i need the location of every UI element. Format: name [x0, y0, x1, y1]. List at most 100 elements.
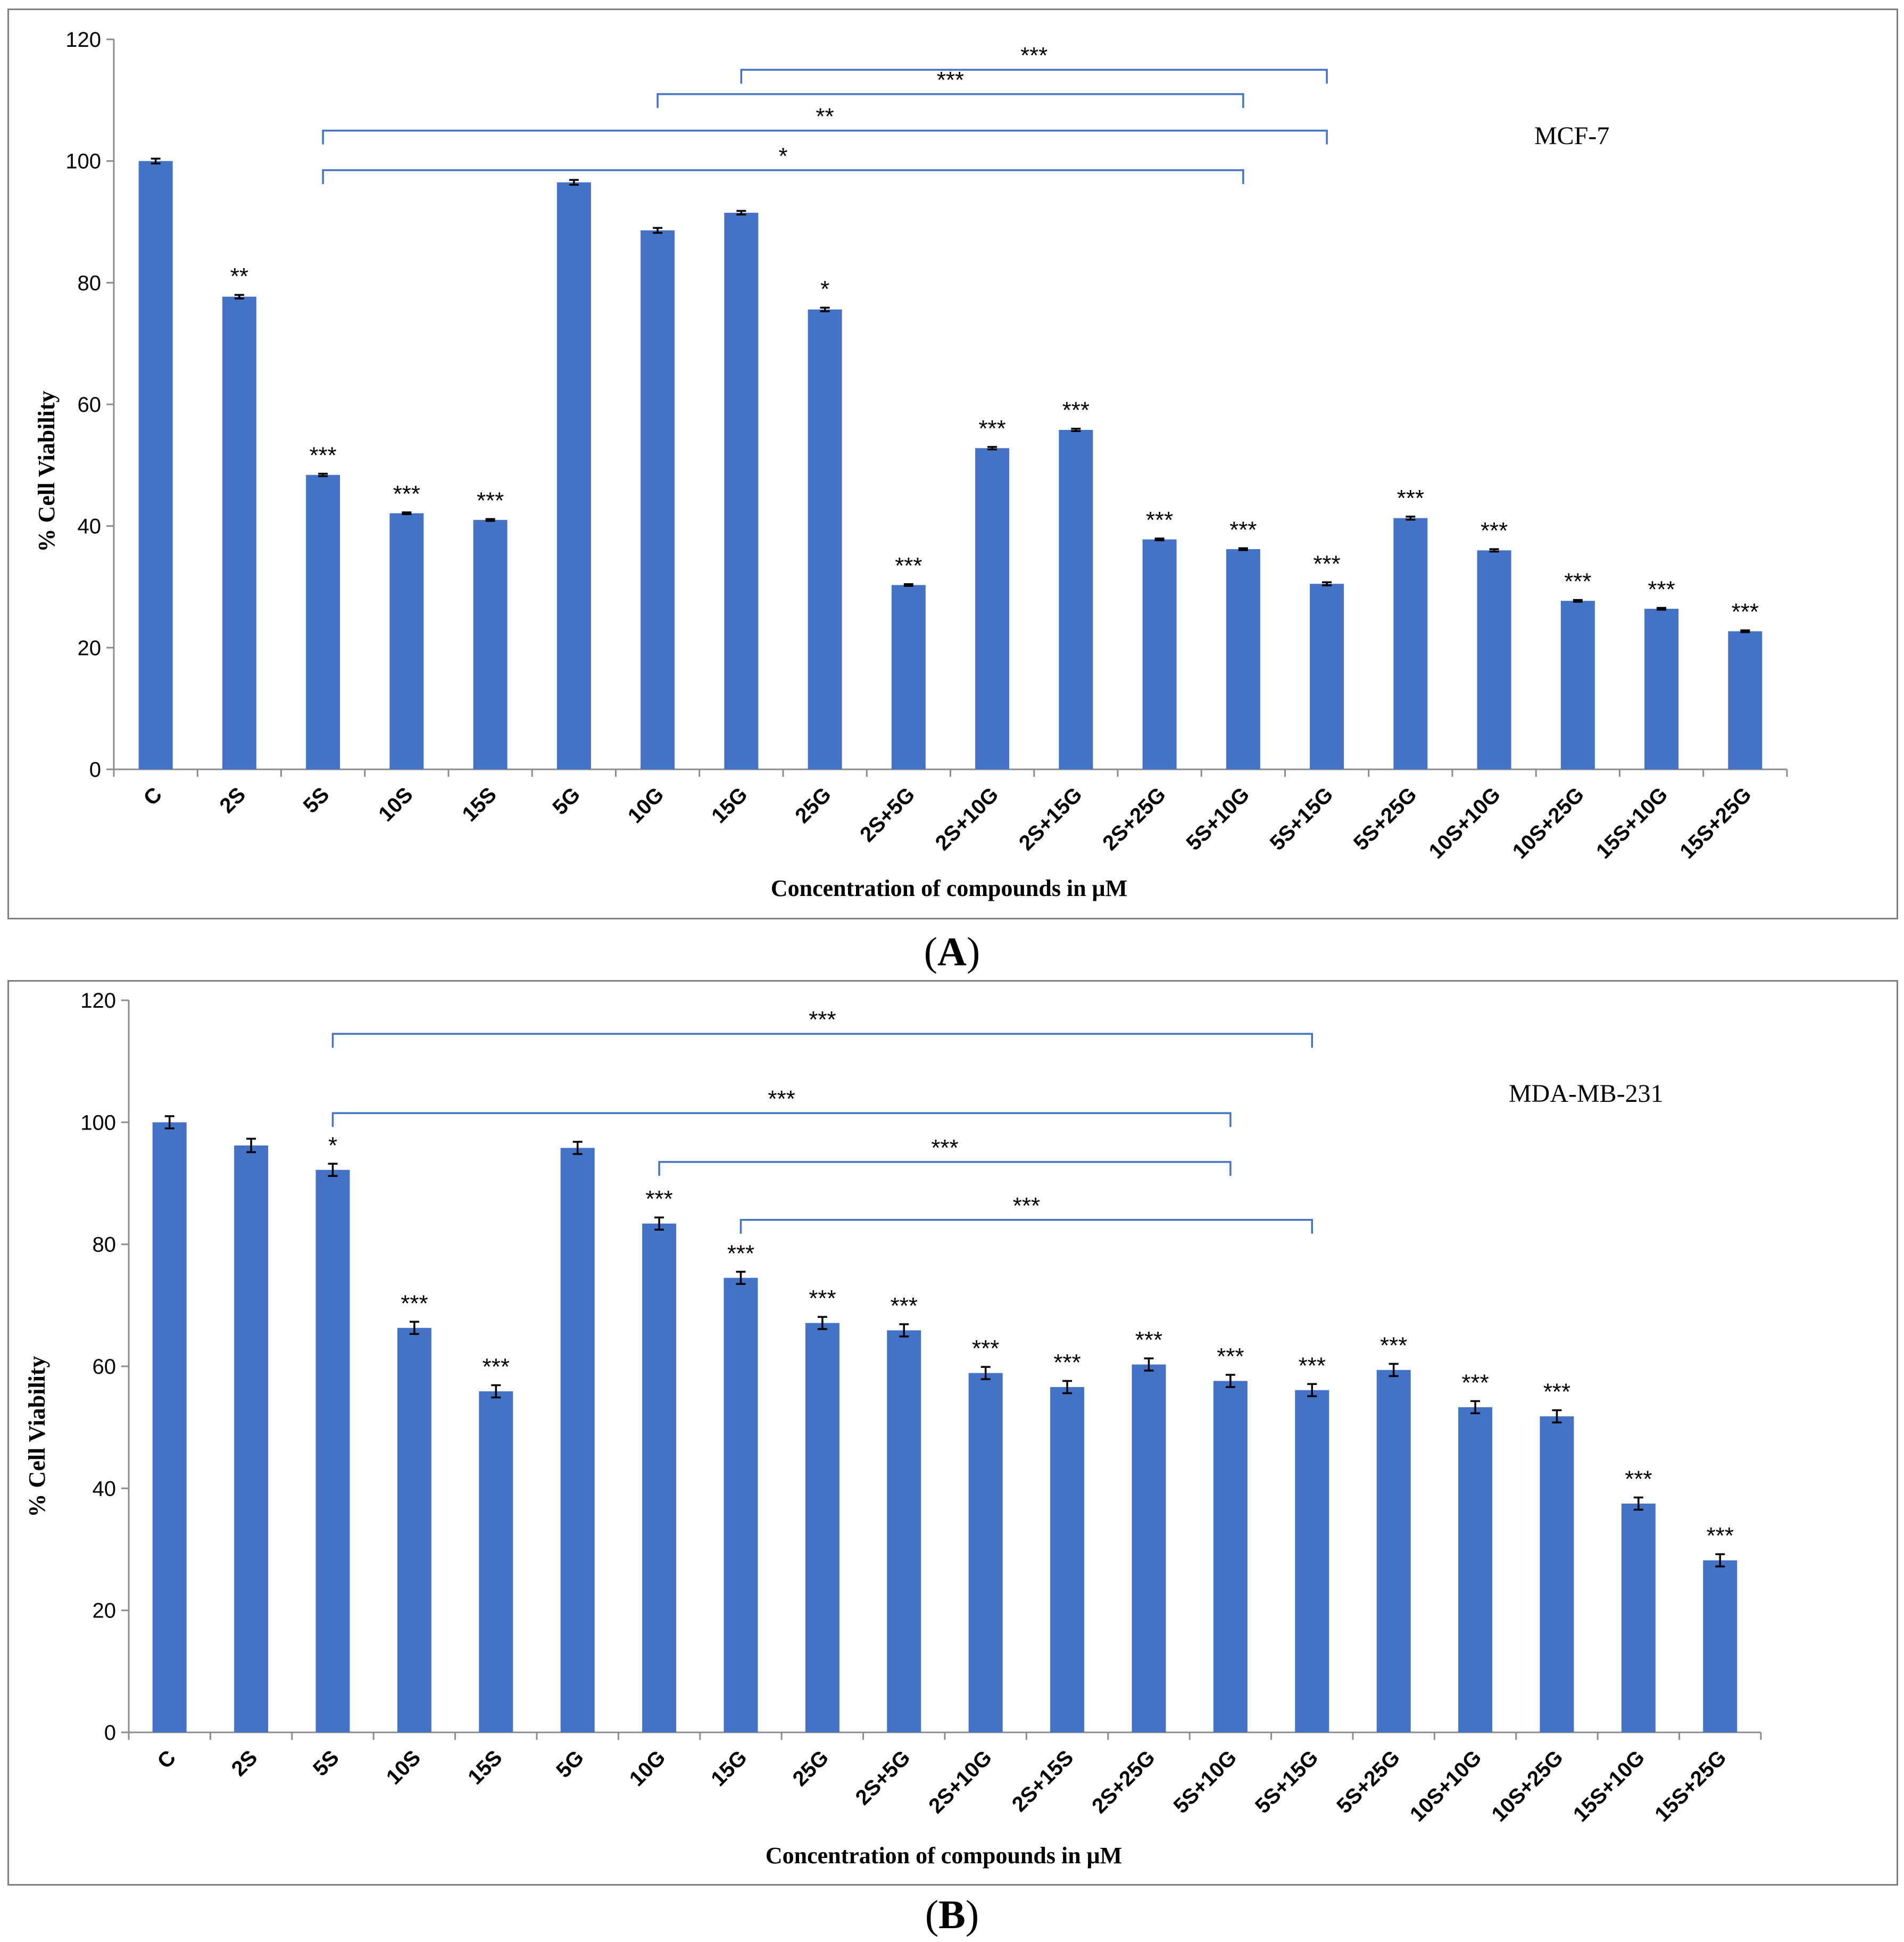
bracket-significance-label: *** [1020, 43, 1047, 69]
x-axis-label: Concentration of compounds in μM [766, 1843, 1122, 1869]
bar [560, 1148, 595, 1732]
bar [473, 520, 508, 769]
y-tick-label: 0 [104, 1721, 116, 1745]
chart-frame [7, 980, 1898, 1886]
bar [1703, 1560, 1737, 1732]
comparison-bracket [331, 1112, 1232, 1127]
panel-b-chart: MDA-MB-231 % Cell Viability Concentratio… [7, 980, 1898, 1886]
y-axis-label: % Cell Viability [34, 391, 60, 552]
significance-label: *** [809, 1285, 836, 1312]
y-tick-label: 40 [78, 515, 102, 538]
bar [1295, 1390, 1329, 1732]
significance-label: * [328, 1132, 337, 1158]
significance-label: *** [1481, 518, 1508, 544]
significance-label: *** [1732, 599, 1759, 625]
bar [1560, 601, 1595, 769]
y-tick-label: 20 [78, 636, 102, 660]
y-tick-label: 0 [89, 758, 101, 782]
x-tick-label: 10S+25G [1508, 783, 1589, 863]
x-tick-label: 15S+25G [1650, 1746, 1731, 1826]
bar [1142, 539, 1177, 769]
significance-label: *** [1053, 1350, 1080, 1376]
y-tick-label: 100 [80, 1111, 116, 1134]
bar [1644, 609, 1679, 769]
significance-label: *** [727, 1240, 754, 1266]
significance-label: *** [1648, 576, 1675, 602]
x-tick-label: 2S+5G [851, 1746, 915, 1810]
cell-line-label: MDA-MB-231 [1509, 1080, 1664, 1108]
x-tick-label: 2S+5G [855, 783, 919, 846]
bar [306, 475, 340, 769]
x-tick-label: 2S+25G [1098, 783, 1170, 855]
x-tick-label: 15G [707, 783, 752, 828]
x-tick-label: 15S+25G [1675, 783, 1756, 863]
significance-label: * [820, 276, 829, 302]
bar [968, 1373, 1003, 1732]
x-tick-label: 2S+15G [1015, 783, 1087, 855]
significance-label: *** [401, 1290, 428, 1316]
x-tick-label: 5S+25G [1332, 1746, 1404, 1818]
significance-label: *** [1397, 485, 1424, 511]
x-tick-label: 15S [458, 783, 501, 826]
significance-label: *** [1564, 569, 1591, 595]
bracket-significance-label: *** [1013, 1193, 1040, 1219]
significance-label: *** [1146, 507, 1173, 533]
bar [1050, 1387, 1085, 1732]
x-tick-label: 10S+25G [1487, 1746, 1567, 1826]
bar [1213, 1381, 1248, 1732]
bar [234, 1145, 269, 1732]
x-axis-label: Concentration of compounds in μM [771, 875, 1127, 901]
bar [891, 585, 926, 769]
significance-label: *** [1313, 551, 1340, 577]
comparison-bracket [656, 93, 1244, 108]
x-tick-label: 15S+10G [1592, 783, 1672, 863]
significance-label: *** [1625, 1466, 1652, 1492]
y-tick-label: 80 [93, 1233, 117, 1257]
comparison-bracket [740, 69, 1328, 84]
significance-label: *** [895, 553, 922, 579]
x-tick-label: 5S+10G [1182, 783, 1254, 855]
bracket-significance-label: *** [931, 1135, 958, 1161]
comparison-bracket [658, 1161, 1232, 1176]
comparison-bracket [322, 129, 1328, 145]
x-tick-label: 2S+10G [924, 1746, 996, 1818]
x-tick-label: 2S [227, 1746, 262, 1781]
x-tick-label: 5S [299, 783, 334, 818]
x-tick-label: 25G [791, 783, 836, 828]
bar [1059, 430, 1093, 769]
x-tick-label: 5S+15G [1251, 1746, 1323, 1818]
panel-b-label: (B) [925, 1893, 979, 1937]
panel-a-label: (A) [924, 929, 980, 974]
significance-label: *** [1543, 1379, 1570, 1405]
cell-line-label: MCF-7 [1534, 122, 1609, 150]
bar [1310, 584, 1344, 769]
y-tick-label: 60 [78, 393, 102, 417]
y-tick-label: 100 [65, 150, 101, 173]
x-tick-label: 5G [548, 783, 585, 819]
bar [222, 296, 256, 769]
x-tick-label: 10S+10G [1425, 783, 1505, 863]
bar [642, 1223, 677, 1732]
bar [724, 212, 759, 770]
significance-label: *** [978, 416, 1005, 442]
plot-area: 0 20 40 60 80 100 120 C 2S * 5S *** 10S *** 15S 5G *** 10… [80, 989, 1762, 1827]
y-tick-label: 120 [80, 989, 116, 1013]
x-tick-label: 2S [215, 783, 251, 818]
x-tick-label: 15G [706, 1746, 752, 1791]
significance-label: *** [972, 1335, 999, 1362]
bracket-significance-label: *** [768, 1086, 795, 1112]
significance-label: *** [477, 488, 504, 514]
bracket-significance-label: *** [937, 67, 964, 93]
bar [152, 1122, 187, 1732]
x-tick-label: 15S+10G [1569, 1746, 1649, 1826]
x-tick-label: 10G [623, 783, 669, 828]
bar [397, 1327, 431, 1732]
x-tick-label: 5S+15G [1266, 783, 1338, 855]
x-tick-label: 15S [463, 1746, 506, 1789]
significance-label: *** [483, 1354, 510, 1380]
bar [808, 309, 842, 769]
bracket-significance-label: ** [816, 104, 834, 130]
x-tick-label: 2S+10G [931, 783, 1003, 855]
y-tick-label: 60 [93, 1355, 117, 1379]
x-tick-label: C [153, 1746, 181, 1773]
